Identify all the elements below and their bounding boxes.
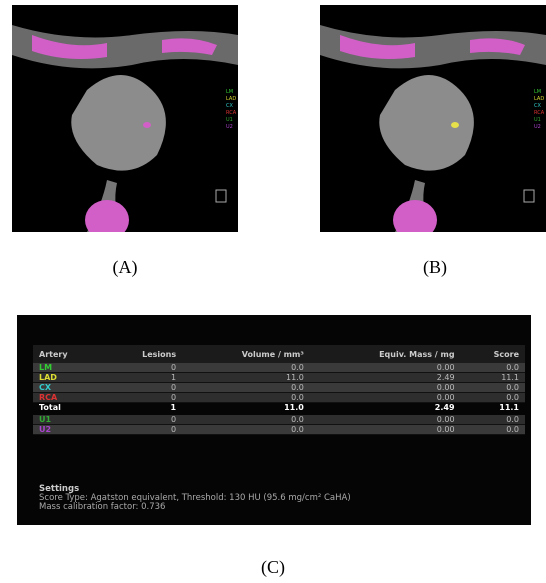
table-cell: 11.1	[461, 373, 525, 383]
legend-label: U1	[226, 117, 233, 123]
legend-label: RCA	[226, 110, 237, 116]
settings-line: Mass calibration factor: 0.736	[39, 503, 351, 512]
table-cell: 0.0	[461, 393, 525, 403]
artery-name: CX	[33, 383, 103, 393]
table-cell: 0.0	[461, 425, 525, 435]
table-cell: 11.1	[461, 403, 525, 414]
table-cell: 0	[103, 414, 182, 425]
column-header: Score	[461, 345, 525, 363]
legend-label: U1	[534, 117, 541, 123]
table-cell: 0.0	[182, 414, 310, 425]
table-cell: 0.00	[310, 425, 461, 435]
legend-label: RCA	[534, 110, 545, 116]
table-cell: 11.0	[182, 403, 310, 414]
table-cell: 0.00	[310, 383, 461, 393]
column-header: Artery	[33, 345, 103, 363]
table-cell: 2.49	[310, 403, 461, 414]
legend-label: LM	[534, 89, 541, 95]
legend-label: LAD	[226, 96, 236, 102]
column-header: Lesions	[103, 345, 182, 363]
artery-name: Total	[33, 403, 103, 414]
page: LMLADCXRCAU1U2 LMLADCXRCAU1U2 (A) (B) Ar…	[0, 0, 546, 583]
caption-a: (A)	[85, 257, 165, 278]
table-cell: 0.0	[182, 363, 310, 373]
table-cell: 0	[103, 383, 182, 393]
table-cell: 1	[103, 403, 182, 414]
table-cell: 0.0	[461, 414, 525, 425]
table-cell: 0.0	[182, 383, 310, 393]
artery-name: RCA	[33, 393, 103, 403]
table-cell: 0.0	[461, 383, 525, 393]
legend-label: LAD	[534, 96, 544, 102]
artery-name: U2	[33, 425, 103, 435]
table-cell: 1	[103, 373, 182, 383]
table-cell: 11.0	[182, 373, 310, 383]
table-cell: 0.0	[182, 393, 310, 403]
table-cell: 0	[103, 425, 182, 435]
table-cell: 0	[103, 363, 182, 373]
legend-label: LM	[226, 89, 233, 95]
caption-c: (C)	[233, 557, 313, 578]
table-cell: 2.49	[310, 373, 461, 383]
settings: Settings Score Type: Agatston equivalent…	[39, 485, 351, 512]
caption-b: (B)	[395, 257, 475, 278]
legend-label: U2	[534, 124, 541, 130]
table-cell: 0.00	[310, 363, 461, 373]
table-cell: 0	[103, 393, 182, 403]
artery-name: U1	[33, 414, 103, 425]
legend-label: CX	[226, 103, 233, 109]
table-cell: 0.0	[461, 363, 525, 373]
column-header: Equiv. Mass / mg	[310, 345, 461, 363]
artery-name: LM	[33, 363, 103, 373]
column-header: Volume / mm³	[182, 345, 310, 363]
table-cell: 0.00	[310, 393, 461, 403]
artery-name: LAD	[33, 373, 103, 383]
legend-label: U2	[226, 124, 233, 130]
table-cell: 0.0	[182, 425, 310, 435]
legend-label: CX	[534, 103, 541, 109]
table-cell: 0.00	[310, 414, 461, 425]
